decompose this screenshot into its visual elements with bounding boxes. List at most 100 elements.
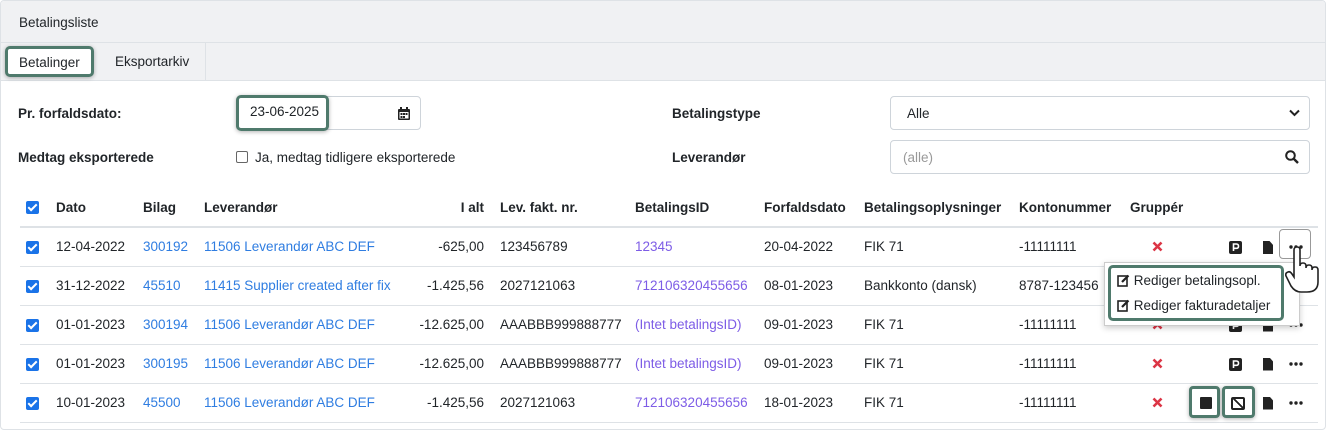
table-header-row: Dato Bilag Leverandør I alt Lev. fakt. n… (20, 188, 1318, 228)
supplier-placeholder: (alle) (903, 150, 934, 165)
cell-dato: 12-04-2022 (48, 227, 135, 267)
remove-icon[interactable] (1152, 397, 1163, 408)
hand-cursor-icon (1285, 246, 1319, 293)
col-grupper[interactable]: Gruppér (1122, 188, 1195, 228)
cell-betalingsoplysninger: FIK 71 (856, 383, 1011, 423)
payments-table: Dato Bilag Leverandør I alt Lev. fakt. n… (20, 188, 1318, 423)
cell-i-alt: -1.425,56 (405, 383, 492, 423)
no-payment-icon[interactable] (1231, 396, 1245, 410)
col-betalingsid[interactable]: BetalingsID (627, 188, 756, 228)
cell-kontonummer: -11111111 (1011, 383, 1122, 423)
document-icon[interactable] (1263, 357, 1273, 371)
tab-bar: Betalinger Eksportarkiv (1, 43, 1325, 81)
supplier-link[interactable]: 11506 Leverandør ABC DEF (204, 395, 375, 410)
supplier-label: Leverandør (672, 150, 746, 165)
table-row[interactable]: 01-01-2023 300194 11506 Leverandør ABC D… (20, 305, 1318, 345)
supplier-link[interactable]: 11415 Supplier created after fix (204, 278, 391, 293)
cell-forfaldsdato: 09-01-2023 (756, 305, 856, 345)
note-icon[interactable] (1200, 396, 1212, 409)
cell-i-alt: -1.425,56 (405, 266, 492, 306)
row-checkbox[interactable] (26, 318, 39, 332)
more-options-icon[interactable] (1289, 361, 1303, 366)
cell-lev-fakt-nr: AAABBB999888777 (492, 344, 627, 384)
bilag-link[interactable]: 300194 (143, 317, 189, 332)
search-icon[interactable] (1285, 150, 1299, 164)
col-kontonummer[interactable]: Kontonummer (1011, 188, 1122, 228)
select-all-checkbox[interactable] (26, 201, 39, 215)
due-date-label: Pr. forfaldsdato: (18, 106, 122, 121)
payment-type-select[interactable]: Alle (890, 96, 1310, 130)
supplier-input[interactable]: (alle) (890, 140, 1310, 174)
card-title: Betalingsliste (1, 1, 1325, 43)
row-checkbox[interactable] (26, 241, 39, 255)
cell-lev-fakt-nr: 123456789 (492, 227, 627, 267)
col-leverandor[interactable]: Leverandør (196, 188, 405, 228)
include-exported-checkbox[interactable] (236, 151, 248, 163)
bilag-link[interactable]: 45510 (143, 278, 181, 293)
cell-dato: 10-01-2023 (48, 383, 135, 423)
cell-kontonummer: -11111111 (1011, 227, 1122, 267)
cell-dato: 31-12-2022 (48, 266, 135, 306)
cell-i-alt: -625,00 (405, 227, 492, 267)
cell-lev-fakt-nr: AAABBB999888777 (492, 305, 627, 345)
cell-forfaldsdato: 18-01-2023 (756, 383, 856, 423)
document-icon[interactable] (1263, 396, 1273, 410)
supplier-link[interactable]: 11506 Leverandør ABC DEF (204, 356, 375, 371)
col-dato[interactable]: Dato (48, 188, 135, 228)
cell-betalingsoplysninger: FIK 71 (856, 227, 1011, 267)
payment-id-link[interactable]: 712106320455656 (635, 278, 748, 293)
more-options-icon[interactable] (1289, 400, 1303, 405)
row-checkbox[interactable] (26, 357, 39, 371)
cell-kontonummer: 8787-123456 (1011, 266, 1122, 306)
table-row[interactable]: 12-04-2022 300192 11506 Leverandør ABC D… (20, 227, 1318, 267)
remove-icon[interactable] (1152, 241, 1163, 252)
payment-p-icon[interactable] (1229, 357, 1242, 371)
bilag-link[interactable]: 45500 (143, 395, 181, 410)
bilag-link[interactable]: 300195 (143, 356, 189, 371)
menu-item-edit-payment-info[interactable]: Rediger betalingsopl. (1111, 268, 1281, 293)
col-betalingsoplysninger[interactable]: Betalingsoplysninger (856, 188, 1011, 228)
table-row[interactable]: 10-01-2023 45500 11506 Leverandør ABC DE… (20, 383, 1318, 423)
col-i-alt[interactable]: I alt (405, 188, 492, 228)
cell-kontonummer: -11111111 (1011, 305, 1122, 345)
cell-betalingsoplysninger: Bankkonto (dansk) (856, 266, 1011, 306)
cell-forfaldsdato: 09-01-2023 (756, 344, 856, 384)
supplier-link[interactable]: 11506 Leverandør ABC DEF (204, 317, 375, 332)
payment-id-link[interactable]: 712106320455656 (635, 395, 748, 410)
payment-id-link[interactable]: (Intet betalingsID) (635, 317, 742, 332)
tab-betalinger[interactable]: Betalinger (5, 46, 94, 77)
calendar-icon[interactable] (398, 107, 410, 120)
payment-id-link[interactable]: (Intet betalingsID) (635, 356, 742, 371)
document-icon[interactable] (1263, 241, 1273, 254)
row-checkbox[interactable] (26, 396, 39, 410)
edit-icon (1117, 299, 1130, 312)
bilag-link[interactable]: 300192 (143, 239, 189, 255)
col-forfaldsdato[interactable]: Forfaldsdato (756, 188, 856, 228)
context-menu-items: Rediger betalingsopl. Rediger fakturadet… (1108, 265, 1284, 321)
cell-i-alt: -12.625,00 (405, 305, 492, 345)
cell-lev-fakt-nr: 2027121063 (492, 266, 627, 306)
cell-dato: 01-01-2023 (48, 344, 135, 384)
col-bilag[interactable]: Bilag (135, 188, 196, 228)
payment-p-icon[interactable] (1229, 241, 1242, 254)
cell-i-alt: -12.625,00 (405, 344, 492, 384)
cell-lev-fakt-nr: 2027121063 (492, 383, 627, 423)
cell-dato: 01-01-2023 (48, 305, 135, 345)
remove-icon[interactable] (1152, 358, 1163, 369)
tab-eksportarkiv[interactable]: Eksportarkiv (99, 43, 206, 81)
payment-type-value: Alle (907, 106, 930, 121)
table-row[interactable]: 01-01-2023 300195 11506 Leverandør ABC D… (20, 344, 1318, 384)
cell-betalingsoplysninger: FIK 71 (856, 344, 1011, 384)
col-lev-fakt-nr[interactable]: Lev. fakt. nr. (492, 188, 627, 228)
include-exported-checkbox-label[interactable]: Ja, medtag tidligere eksporterede (255, 150, 456, 165)
supplier-link[interactable]: 11506 Leverandør ABC DEF (204, 239, 375, 255)
cell-betalingsoplysninger: FIK 71 (856, 305, 1011, 345)
cell-kontonummer: -11111111 (1011, 344, 1122, 384)
menu-item-edit-invoice-details[interactable]: Rediger fakturadetaljer (1111, 293, 1281, 318)
payment-id-link[interactable]: 12345 (635, 239, 673, 255)
row-checkbox[interactable] (26, 279, 39, 293)
cell-forfaldsdato: 20-04-2022 (756, 227, 856, 267)
no-payment-button-highlight (1222, 386, 1255, 418)
due-date-value[interactable]: 23-06-2025 (236, 95, 329, 131)
